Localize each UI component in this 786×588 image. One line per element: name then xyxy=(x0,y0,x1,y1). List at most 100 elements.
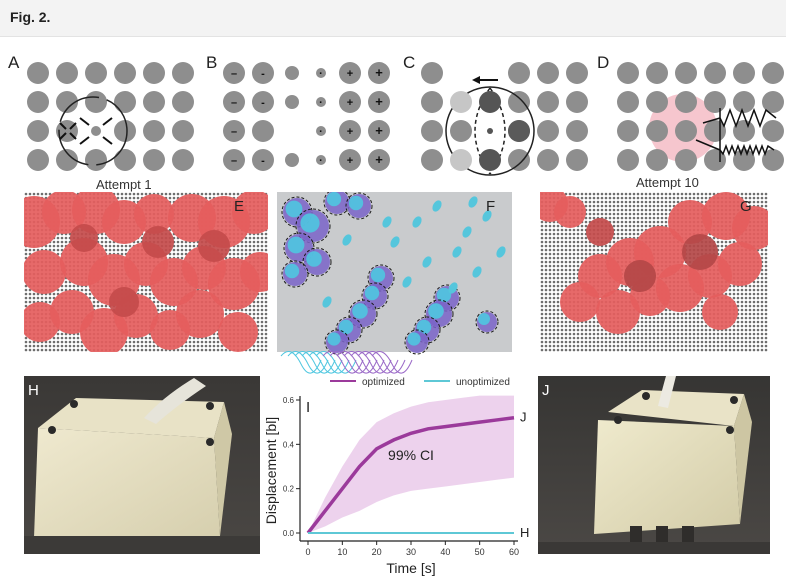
motion-trace xyxy=(350,351,392,374)
compression-arrow xyxy=(79,136,90,145)
passive-cell xyxy=(370,267,386,283)
series-end-label-unoptimized: H xyxy=(520,525,529,540)
panel-e-blob xyxy=(176,290,224,338)
panel-e-blob xyxy=(218,312,258,352)
panel-c-dot xyxy=(566,62,588,84)
robot-photo-unoptimized xyxy=(24,376,260,554)
panel-b-dot xyxy=(368,91,390,113)
floating-particle xyxy=(452,246,462,258)
panel-b-dot xyxy=(339,62,361,84)
panel-b-dot xyxy=(316,155,326,165)
floating-particle xyxy=(342,234,352,246)
passive-cell xyxy=(416,319,432,335)
panel-d-dot xyxy=(704,62,726,84)
displacement-chart: optimized unoptimized I 0.0 0.2 0.4 0.6 0 10 2… xyxy=(263,377,529,576)
panel-d-dot xyxy=(762,149,784,171)
panel-f-rendering xyxy=(277,192,512,374)
panel-c-dot xyxy=(421,62,443,84)
floating-particle xyxy=(422,256,432,268)
panel-g-blob xyxy=(732,206,768,250)
panel-c-dot xyxy=(566,149,588,171)
panel-h-photo: H xyxy=(24,376,260,554)
cell-outline xyxy=(348,299,378,329)
panel-a-dot xyxy=(85,149,107,171)
floating-particle xyxy=(432,200,442,212)
panel-d-diagram xyxy=(617,62,784,171)
panel-e-blob xyxy=(142,226,174,258)
panel-label-j: J xyxy=(542,382,550,399)
panel-d-dot xyxy=(733,149,755,171)
panel-g-blob xyxy=(586,218,614,246)
attempt-last-label: Attempt 10 xyxy=(636,175,699,190)
panel-g-simulation xyxy=(540,192,768,352)
passive-cell xyxy=(287,236,305,254)
panel-e-simulation xyxy=(24,192,268,352)
panel-label-i: I xyxy=(306,399,310,416)
panel-c-dot xyxy=(566,120,588,142)
floating-particle xyxy=(402,276,412,288)
panel-a-dot xyxy=(27,149,49,171)
panel-e-blob xyxy=(109,287,139,317)
motion-trace xyxy=(329,351,371,374)
deformation-boundary xyxy=(58,96,128,166)
panel-c-dot xyxy=(421,91,443,113)
motion-trace xyxy=(364,351,406,374)
panel-a-dot xyxy=(143,62,165,84)
charge-sign: · xyxy=(319,97,323,109)
panel-b-dot xyxy=(252,91,274,113)
figure-title: Fig. 2. xyxy=(10,9,51,25)
panel-d-dot xyxy=(762,91,784,113)
chart-legend: optimized unoptimized xyxy=(330,377,510,388)
panel-label-f: F xyxy=(486,198,496,215)
panel-g-blob xyxy=(718,242,762,286)
shrunk-dot xyxy=(91,126,101,136)
panel-c-dot xyxy=(537,120,559,142)
panel-d-dot xyxy=(675,62,697,84)
rotated-dot xyxy=(479,91,501,113)
rotated-dot xyxy=(508,120,530,142)
rotation-circle xyxy=(445,86,535,176)
floating-particle xyxy=(322,296,332,308)
motion-trace xyxy=(357,351,399,374)
passive-cell xyxy=(338,319,354,335)
compression-arrow xyxy=(79,117,90,126)
rotated-dot xyxy=(450,91,472,113)
panel-c-dot xyxy=(421,120,443,142)
motion-trace xyxy=(371,351,413,374)
compression-arrow xyxy=(102,136,113,145)
panel-d-dot xyxy=(617,62,639,84)
panel-b-dot xyxy=(252,149,274,171)
panel-a-dot xyxy=(114,149,136,171)
panel-g-blob xyxy=(554,196,586,228)
passive-cell xyxy=(428,303,444,319)
panel-b-dot xyxy=(223,149,245,171)
panel-c-dot xyxy=(566,91,588,113)
passive-cell xyxy=(436,287,452,303)
series-end-label-optimized: J xyxy=(520,410,527,425)
rotated-dot xyxy=(450,149,472,171)
panel-e-actuator-blobs xyxy=(24,192,268,352)
panel-b-dot xyxy=(339,91,361,113)
passive-cell xyxy=(407,332,421,346)
y-tick-label: 0.0 xyxy=(283,529,295,538)
charge-sign: + xyxy=(347,155,353,167)
y-tick-label: 0.6 xyxy=(283,396,295,405)
passive-cell xyxy=(364,285,380,301)
panel-d-dot xyxy=(646,62,668,84)
panel-a-dot xyxy=(143,120,165,142)
panel-e-blob xyxy=(24,250,66,294)
panel-d-dot xyxy=(617,91,639,113)
floating-particle xyxy=(496,246,506,258)
passive-cell xyxy=(352,303,368,319)
x-tick-label: 30 xyxy=(406,547,416,557)
panel-b-diagram: –-·++–-·++–-·++–-·++ xyxy=(223,62,390,171)
x-tick-label: 0 xyxy=(305,547,310,557)
passive-cell xyxy=(300,213,320,233)
panel-c-dot xyxy=(508,149,530,171)
figure-header: Fig. 2. xyxy=(0,0,786,37)
floating-particle xyxy=(468,196,478,208)
charge-sign: – xyxy=(231,97,237,109)
panel-a-diagram xyxy=(27,62,194,171)
panel-d-dot xyxy=(733,91,755,113)
panel-d-dot xyxy=(704,149,726,171)
